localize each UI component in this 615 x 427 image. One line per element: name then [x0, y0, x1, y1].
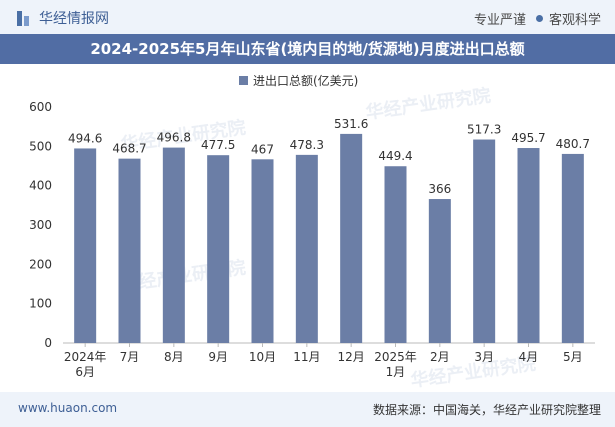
data-label: 478.3	[290, 138, 324, 152]
data-label: 366	[428, 182, 451, 196]
dot-icon	[535, 15, 543, 22]
x-tick-label: 4月	[519, 350, 539, 364]
bar	[162, 147, 185, 343]
x-tick-label: 11月	[293, 350, 320, 364]
bar	[251, 159, 274, 343]
bar	[384, 166, 407, 343]
bar	[340, 133, 363, 343]
bar	[517, 148, 540, 343]
x-tick-label: 6月	[75, 365, 95, 379]
data-label: 449.4	[378, 149, 412, 163]
y-tick-label: 0	[44, 336, 52, 350]
x-tick-label: 2024年	[64, 350, 107, 364]
bar	[207, 155, 230, 343]
data-label: 468.7	[112, 142, 146, 156]
y-tick-label: 200	[29, 257, 52, 271]
footer-website-link[interactable]: www.huaon.com	[18, 401, 118, 415]
x-tick-label: 7月	[120, 350, 140, 364]
y-tick-label: 500	[29, 139, 52, 153]
data-label: 495.7	[511, 131, 545, 145]
bar	[428, 199, 451, 343]
x-tick-label: 12月	[338, 350, 365, 364]
y-tick-label: 100	[29, 297, 52, 311]
brand[interactable]: 华经情报网	[17, 8, 109, 28]
x-tick-label: 2025年	[374, 350, 417, 364]
slogan: 专业严谨 客观科学	[474, 9, 601, 28]
slogan-tag-2: 客观科学	[548, 13, 601, 28]
data-label: 480.7	[556, 137, 590, 151]
footer-source: 数据来源：中国海关，华经产业研究院整理	[372, 403, 601, 417]
brand-logo-icon	[17, 10, 30, 26]
data-label: 531.6	[334, 117, 368, 131]
y-tick-label: 400	[29, 179, 52, 193]
slogan-tag-1: 专业严谨	[473, 13, 526, 28]
brand-name: 华经情报网	[39, 11, 109, 27]
data-label: 494.6	[68, 131, 102, 145]
x-tick-label: 5月	[563, 350, 583, 364]
legend-label: 进出口总额(亿美元)	[253, 73, 358, 88]
x-tick-label: 2月	[430, 350, 450, 364]
legend-swatch	[239, 76, 248, 85]
x-tick-label: 9月	[208, 350, 228, 364]
bar	[74, 148, 97, 343]
x-tick-label: 10月	[249, 350, 276, 364]
bar	[118, 158, 141, 343]
footer: www.huaon.com 数据来源：中国海关，华经产业研究院整理	[0, 392, 615, 427]
bar	[295, 154, 318, 343]
x-tick-label: 1月	[386, 365, 406, 379]
data-label: 496.8	[157, 131, 191, 145]
y-tick-label: 600	[29, 100, 52, 114]
top-bar: 华经情报网 专业严谨 客观科学	[0, 0, 615, 34]
data-label: 477.5	[201, 138, 235, 152]
data-label: 467	[251, 142, 274, 156]
bar	[473, 139, 496, 343]
data-label: 517.3	[467, 123, 501, 137]
x-tick-label: 3月	[474, 350, 494, 364]
y-tick-label: 300	[29, 218, 52, 232]
bar	[561, 153, 584, 343]
x-tick-label: 8月	[164, 350, 184, 364]
chart-title: 2024-2025年5月年山东省(境内目的地/货源地)月度进出口总额	[0, 34, 615, 64]
